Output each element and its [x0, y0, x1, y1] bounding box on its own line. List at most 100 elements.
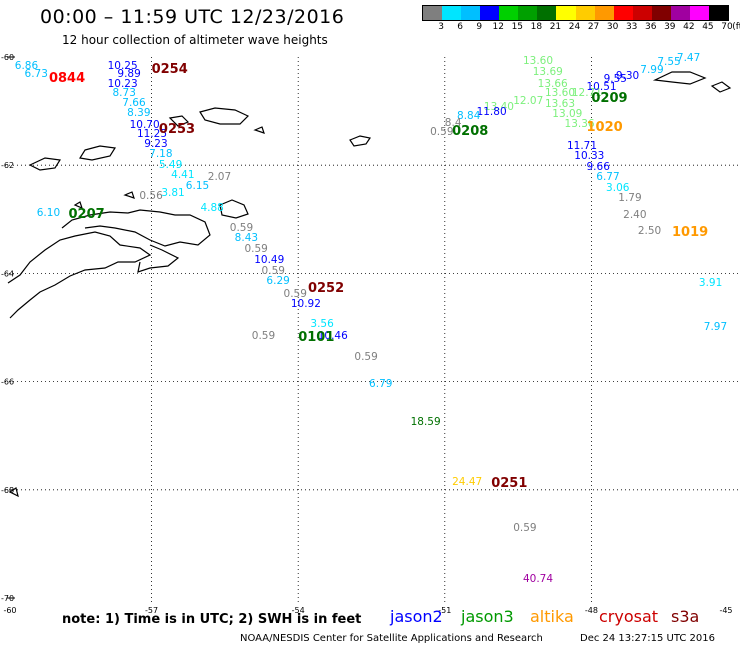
color-scale-bar	[422, 5, 729, 21]
lon-tick-label: -45	[719, 606, 732, 615]
nelson-island	[168, 115, 190, 127]
legend-altika: altika	[530, 607, 574, 626]
wave-height-value: 8.4	[444, 116, 462, 129]
pass-time-label: 0251	[491, 475, 528, 491]
footer-note: note: 1) Time is in UTC; 2) SWH is in fe…	[62, 612, 362, 627]
wave-height-value: 8.39	[127, 106, 151, 119]
scale-swatch	[632, 6, 652, 20]
wave-height-value: 0.59	[244, 243, 268, 256]
peninsula-lower	[137, 244, 180, 273]
scale-label: 36	[645, 22, 657, 32]
wave-height-value: 10.33	[574, 150, 605, 163]
scale-label: 12	[492, 22, 504, 32]
pass-time-label: 0207	[68, 207, 105, 223]
wave-height-value: 13.60	[522, 54, 554, 67]
coastline	[7, 71, 732, 498]
pass-time-label: 1019	[672, 224, 709, 240]
scale-label: 3	[438, 22, 444, 32]
elephant-island	[349, 135, 371, 147]
wave-height-value: 0.56	[139, 189, 163, 202]
wave-height-value: 0.59	[430, 126, 454, 139]
wave-height-value: 13.69	[532, 65, 563, 78]
axis-tick-labels: -60 -62 -64 -66 -68 -70 -60 -57 -54 -51 -48 -45	[1, 53, 733, 615]
scale-swatch	[613, 6, 633, 20]
greenwich-island	[28, 157, 62, 171]
wave-height-value: 10.49	[254, 254, 285, 266]
wave-height-value: 0.59	[283, 287, 307, 300]
wave-height-value: 10.23	[107, 77, 138, 90]
scale-swatch	[423, 6, 443, 20]
wave-height-value: 10.70	[129, 118, 160, 131]
lon-tick-label: -51	[438, 606, 451, 615]
islet-3	[8, 487, 19, 498]
graticule	[5, 56, 738, 602]
wave-height-value: 9.66	[586, 160, 610, 173]
scale-label: 42	[683, 22, 695, 32]
wave-height-value: 9.55	[603, 73, 627, 86]
scale-swatch	[670, 6, 690, 20]
scale-swatch	[651, 6, 671, 20]
scale-label: 39	[664, 22, 676, 32]
scale-label: 6	[457, 22, 463, 32]
wave-height-value: 6.15	[185, 180, 210, 193]
wave-height-value: 10.25	[107, 60, 138, 73]
scale-label: 45	[702, 22, 714, 32]
wave-height-value: 0.59	[354, 351, 378, 364]
wave-height-value: 13.40	[483, 101, 514, 114]
wave-height-value: 13.36	[564, 117, 595, 130]
wave-height-value: 7.47	[676, 51, 701, 64]
wave-height-value: 10.46	[317, 329, 348, 342]
wave-height-value: 8.84	[457, 110, 481, 123]
scale-swatch	[537, 6, 557, 20]
laurie-island	[710, 81, 732, 93]
scale-swatch	[442, 6, 462, 20]
wave-height-value: 13.09	[552, 107, 583, 120]
wave-height-value: 13.66	[537, 77, 568, 90]
scale-label: 15	[511, 22, 524, 32]
lat-tick-label: -64	[1, 269, 14, 278]
wave-height-value: 9.89	[117, 67, 141, 80]
wave-height-value: 13.60	[544, 87, 576, 100]
wave-height-value: 18.59	[410, 416, 441, 429]
wave-height-value: 7.66	[122, 97, 146, 110]
wave-height-value: 12.07	[513, 94, 544, 107]
wave-height-value: 7.55	[657, 56, 681, 68]
pass-time-label: 0252	[307, 281, 345, 297]
wave-height-value: 3.81	[161, 187, 185, 200]
pass-time-label: 1020	[586, 119, 623, 135]
wave-height-value: 1.79	[618, 192, 642, 205]
wave-height-value: 6.73	[24, 67, 48, 80]
legend-s3a: s3a	[671, 607, 700, 626]
page-subtitle: 12 hour collection of altimeter wave hei…	[62, 33, 328, 47]
wave-height-value: 6.79	[369, 378, 393, 391]
scale-label: 30	[606, 22, 619, 32]
islet-2	[123, 191, 135, 199]
wave-height-value: 13.63	[544, 98, 576, 111]
wave-height-value: 10.92	[290, 298, 321, 311]
wave-height-value: 8.43	[234, 232, 259, 245]
scale-swatch	[575, 6, 595, 20]
wave-height-value: 6.86	[14, 60, 39, 73]
scale-swatch	[499, 6, 519, 20]
scale-swatch	[594, 6, 614, 20]
scale-swatch	[480, 6, 500, 20]
wave-height-value: 0.59	[261, 264, 285, 277]
scale-label: 33	[625, 22, 638, 32]
wave-height-value: 3.06	[606, 181, 630, 194]
wave-height-value: 4.41	[171, 168, 195, 181]
scale-unit: (ft)	[732, 22, 740, 32]
scale-label: 24	[568, 22, 581, 32]
wave-height-value: 0.59	[513, 522, 537, 535]
wave-height-value: 7.99	[640, 63, 664, 76]
scale-label: 9	[476, 22, 483, 32]
scale-label: 21	[549, 22, 562, 32]
scale-label: 18	[530, 22, 543, 32]
wave-height-value: 5.49	[158, 158, 183, 171]
wave-height-value: 6.29	[266, 274, 290, 287]
page-title: 00:00 – 11:59 UTC 12/23/2016	[40, 6, 345, 28]
wave-height-value: 0.59	[229, 221, 254, 234]
lon-tick-label: -60	[3, 606, 16, 615]
wave-height-value: 2.40	[623, 208, 647, 221]
